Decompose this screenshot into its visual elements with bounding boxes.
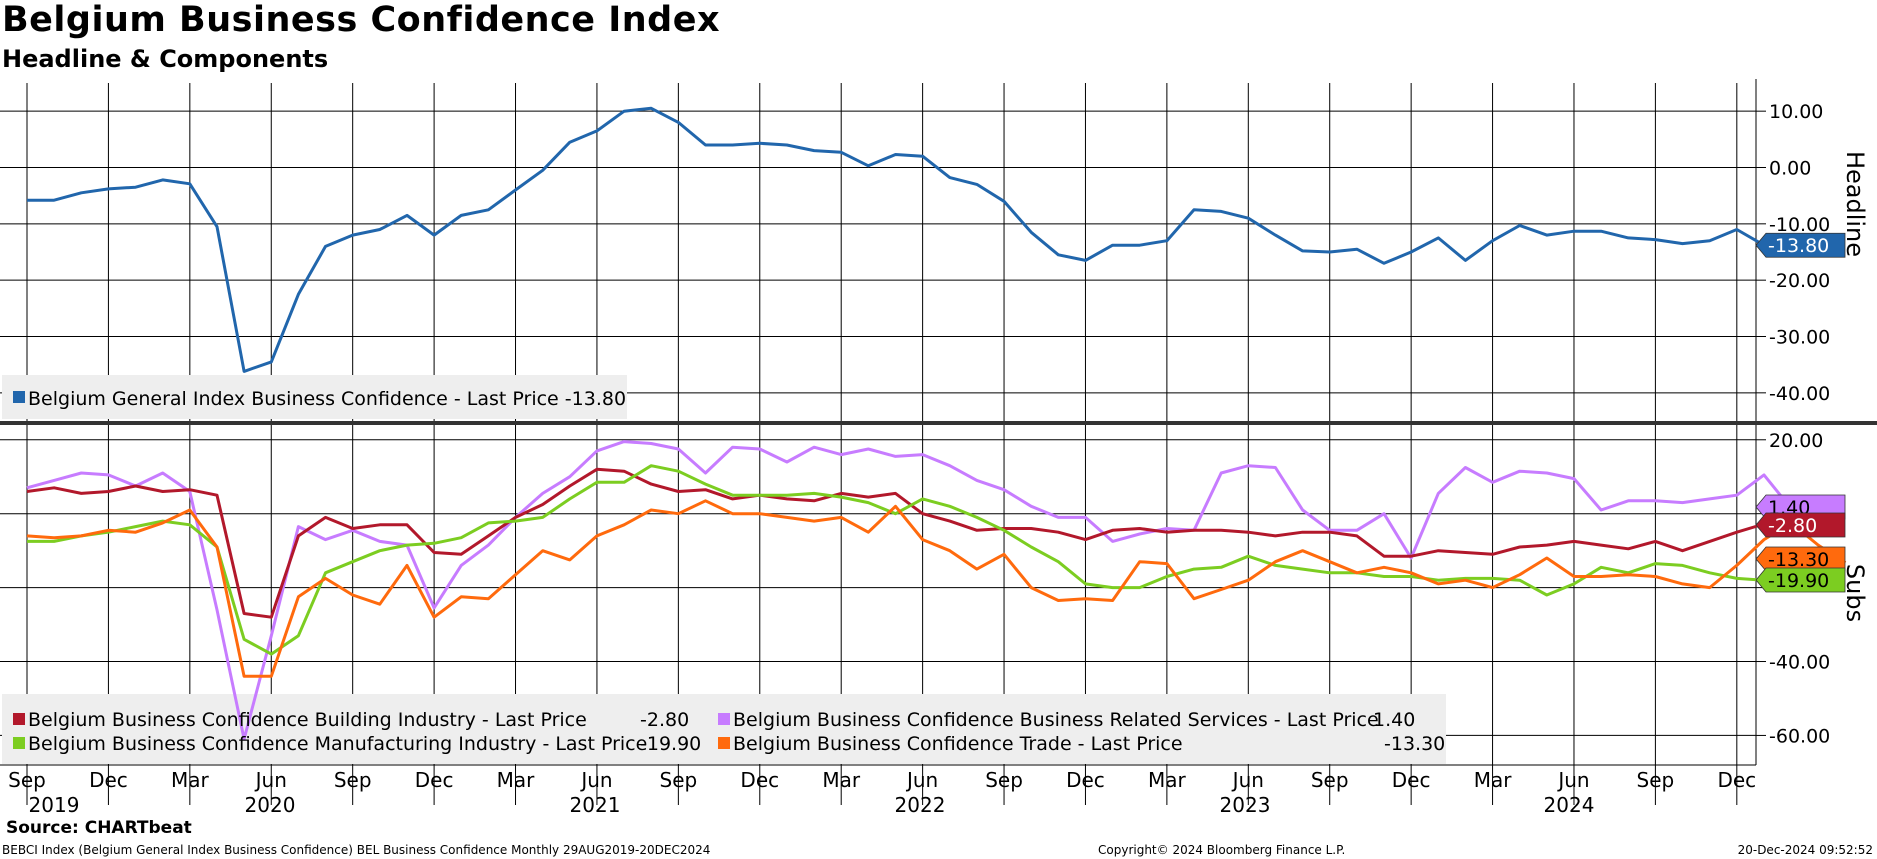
building-last-tag-label: -2.80 [1768, 515, 1817, 537]
x-tick-label: Sep [1311, 768, 1349, 792]
x-year-label: 2020 [245, 793, 296, 817]
top-legend-box [2, 375, 627, 419]
services-series-line [26, 440, 1793, 741]
top-y-tick-label: -10.00 [1769, 214, 1830, 236]
trade-last-tag [1755, 546, 1846, 572]
x-year-label: 2022 [895, 793, 946, 817]
building-series-line [26, 467, 1765, 619]
legend-trade-value: -13.30 [1384, 733, 1445, 755]
x-tick-label: Dec [1066, 768, 1105, 792]
panel-separator [0, 421, 1877, 425]
legend-building-value: -2.80 [640, 709, 689, 731]
bottom-axis-title: Subs [1841, 564, 1869, 622]
footer-timestamp: 20-Dec-2024 09:52:52 [1737, 843, 1873, 857]
legend-services-swatch [718, 713, 730, 725]
x-year-label: 2024 [1544, 793, 1595, 817]
manufacturing-last-tag-label: -19.90 [1768, 570, 1829, 592]
headline-series-line [27, 106, 1765, 373]
x-tick-label: Sep [1637, 768, 1675, 792]
chart-subtitle: Headline & Components [2, 45, 329, 73]
manufacturing-series-line [27, 464, 1819, 656]
source-note: Source: CHARTbeat [6, 818, 192, 838]
top-y-tick-label: -40.00 [1769, 383, 1830, 405]
trade-series-line [26, 499, 1847, 678]
x-tick-label: Sep [985, 768, 1023, 792]
headline-last-tag [1755, 232, 1846, 258]
x-tick-label: Mar [171, 768, 210, 792]
bottom-y-tick-label: 20.00 [1769, 430, 1823, 452]
x-tick-label: Mar [497, 768, 536, 792]
footer-index-info: BEBCI Index (Belgium General Index Busin… [2, 843, 711, 857]
x-year-label: 2023 [1220, 793, 1271, 817]
vertical-grid [26, 83, 1738, 805]
x-year-label: 2021 [570, 793, 621, 817]
x-tick-label: Jun [1231, 768, 1264, 792]
x-tick-label: Dec [1392, 768, 1431, 792]
x-tick-label: Dec [1717, 768, 1756, 792]
x-tick-label: Jun [905, 768, 938, 792]
headline-last-tag-label: -13.80 [1768, 235, 1829, 257]
x-tick-label: Mar [1148, 768, 1187, 792]
x-tick-label: Sep [660, 768, 698, 792]
top-panel: 10.00 0.00 -10.00 -20.00 -30.00 -40.00 Headlin… [0, 79, 1869, 421]
top-y-tick-label: 0.00 [1769, 158, 1811, 180]
building-last-tag [1755, 512, 1846, 538]
x-tick-label: Jun [579, 768, 612, 792]
x-tick-label: Mar [1474, 768, 1513, 792]
top-axis-title: Headline [1841, 151, 1869, 257]
x-tick-label: Jun [1556, 768, 1589, 792]
legend-services-value: 1.40 [1373, 709, 1415, 731]
legend-headline-label: Belgium General Index Business Confidenc… [28, 388, 626, 410]
trade-last-tag-label: -13.30 [1768, 549, 1829, 571]
x-tick-label: Dec [415, 768, 454, 792]
legend-headline-swatch [13, 391, 25, 403]
legend-manufacturing-swatch [13, 737, 25, 749]
x-year-label: 2019 [29, 793, 80, 817]
legend-manufacturing-value: -19.90 [640, 733, 701, 755]
x-tick-label: Mar [822, 768, 861, 792]
top-y-tick-label: 10.00 [1769, 101, 1823, 123]
top-y-tick-label: -30.00 [1769, 327, 1830, 349]
footer-copyright: Copyright© 2024 Bloomberg Finance L.P. [1098, 843, 1346, 857]
manufacturing-last-tag [1755, 567, 1846, 593]
legend-trade-label: Belgium Business Confidence Trade - Last… [733, 733, 1183, 755]
x-tick-label: Jun [254, 768, 287, 792]
legend-building-swatch [13, 713, 25, 725]
legend-trade-swatch [718, 737, 730, 749]
chart-title: Belgium Business Confidence Index [2, 0, 721, 40]
bottom-y-tick-label: -60.00 [1769, 725, 1830, 747]
bottom-y-tick-label: -40.00 [1769, 652, 1830, 674]
top-y-tick-label: -20.00 [1769, 270, 1830, 292]
x-tick-label: Sep [8, 768, 46, 792]
x-tick-label: Sep [334, 768, 372, 792]
x-tick-label: Dec [89, 768, 128, 792]
legend-manufacturing-label: Belgium Business Confidence Manufacturin… [28, 733, 647, 755]
x-tick-label: Dec [740, 768, 779, 792]
chart-area[interactable]: 10.00 0.00 -10.00 -20.00 -30.00 -40.00 Headlin… [0, 0, 1877, 840]
legend-services-label: Belgium Business Confidence Business Rel… [733, 709, 1379, 731]
legend-building-label: Belgium Business Confidence Building Ind… [28, 709, 587, 731]
